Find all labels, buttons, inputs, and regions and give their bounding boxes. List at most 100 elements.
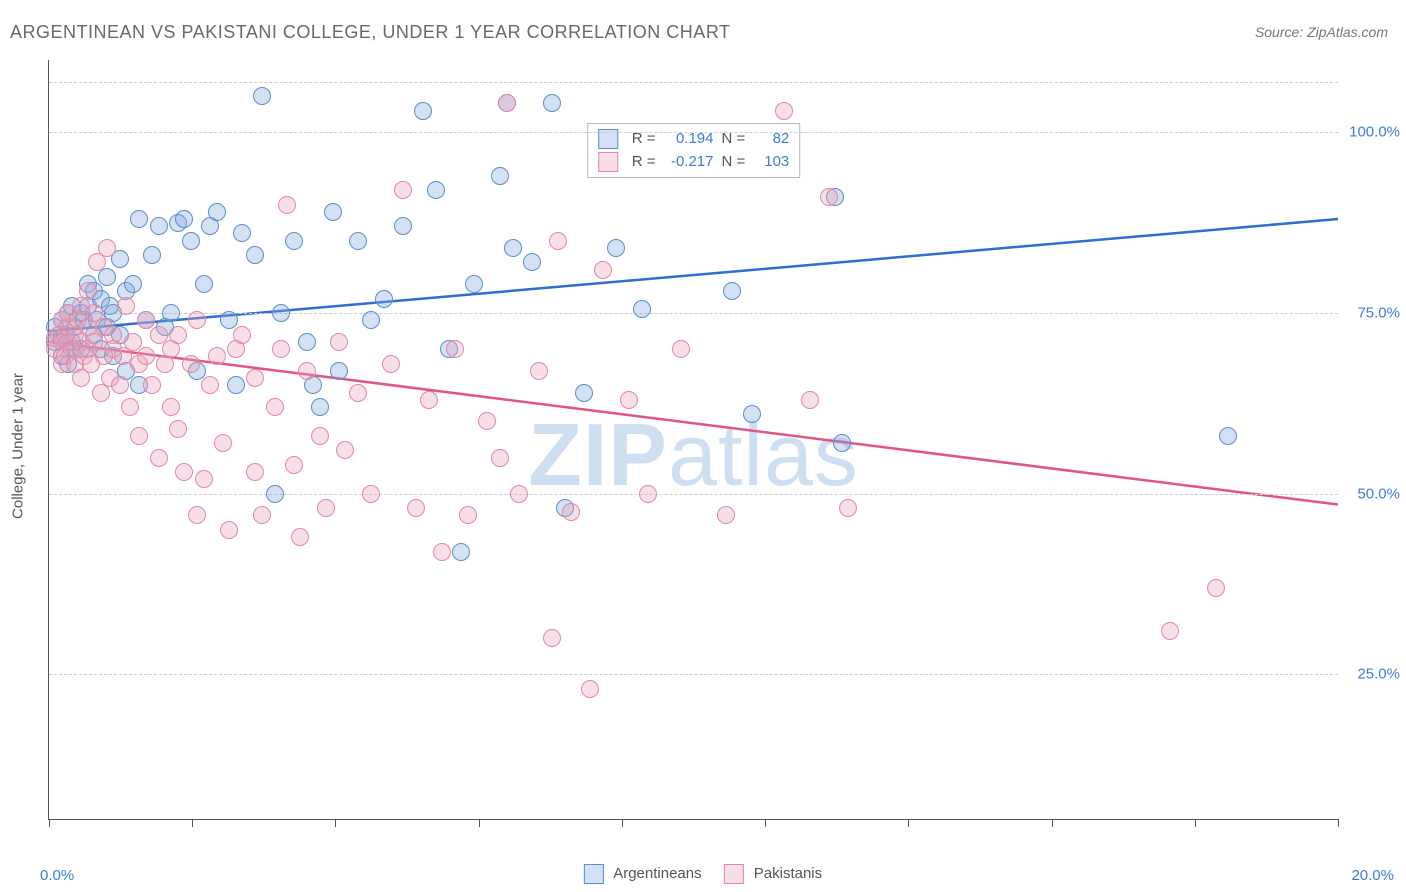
data-point: [233, 326, 251, 344]
data-point: [317, 499, 335, 517]
data-point: [581, 680, 599, 698]
data-point: [491, 167, 509, 185]
data-point: [549, 232, 567, 250]
data-point: [98, 239, 116, 257]
data-point: [775, 102, 793, 120]
data-point: [336, 441, 354, 459]
x-tick: [765, 819, 766, 827]
swatch-series1: [584, 864, 604, 884]
x-tick: [1338, 819, 1339, 827]
chart-title: ARGENTINEAN VS PAKISTANI COLLEGE, UNDER …: [10, 22, 730, 43]
data-point: [208, 347, 226, 365]
data-point: [407, 499, 425, 517]
data-point: [1161, 622, 1179, 640]
data-point: [143, 376, 161, 394]
data-point: [246, 246, 264, 264]
stats-row-series2: R = -0.217 N = 103: [598, 151, 790, 174]
data-point: [285, 456, 303, 474]
data-point: [510, 485, 528, 503]
data-point: [298, 333, 316, 351]
data-point: [150, 326, 168, 344]
data-point: [375, 290, 393, 308]
data-point: [220, 311, 238, 329]
data-point: [175, 210, 193, 228]
x-tick: [49, 819, 50, 827]
data-point: [801, 391, 819, 409]
data-point: [498, 94, 516, 112]
data-point: [175, 463, 193, 481]
gridline: [49, 494, 1338, 495]
data-point: [394, 181, 412, 199]
data-point: [330, 333, 348, 351]
source-attribution: Source: ZipAtlas.com: [1255, 24, 1388, 40]
x-tick: [1052, 819, 1053, 827]
data-point: [162, 304, 180, 322]
data-point: [459, 506, 477, 524]
data-point: [162, 398, 180, 416]
data-point: [491, 449, 509, 467]
swatch-series2: [724, 864, 744, 884]
data-point: [833, 434, 851, 452]
data-point: [433, 543, 451, 561]
legend-item-series2: Pakistanis: [724, 864, 823, 884]
gridline: [49, 82, 1338, 83]
data-point: [124, 333, 142, 351]
data-point: [272, 340, 290, 358]
x-tick: [622, 819, 623, 827]
data-point: [182, 355, 200, 373]
data-point: [1219, 427, 1237, 445]
data-point: [298, 362, 316, 380]
data-point: [169, 326, 187, 344]
data-point: [717, 506, 735, 524]
gridline: [49, 313, 1338, 314]
data-point: [633, 300, 651, 318]
data-point: [266, 485, 284, 503]
data-point: [311, 398, 329, 416]
data-point: [150, 449, 168, 467]
data-point: [143, 246, 161, 264]
data-point: [620, 391, 638, 409]
data-point: [130, 427, 148, 445]
data-point: [324, 203, 342, 221]
data-point: [220, 521, 238, 539]
data-point: [188, 506, 206, 524]
data-point: [575, 384, 593, 402]
data-point: [227, 376, 245, 394]
data-point: [523, 253, 541, 271]
data-point: [743, 405, 761, 423]
data-point: [137, 311, 155, 329]
data-point: [137, 347, 155, 365]
data-point: [394, 217, 412, 235]
data-point: [111, 376, 129, 394]
data-point: [246, 463, 264, 481]
data-point: [504, 239, 522, 257]
data-point: [594, 261, 612, 279]
scatter-plot-area: ZIPatlas R = 0.194 N = 82 R = -0.217 N =…: [48, 60, 1338, 820]
x-axis-min-label: 0.0%: [40, 867, 74, 884]
data-point: [330, 362, 348, 380]
data-point: [723, 282, 741, 300]
data-point: [362, 311, 380, 329]
data-point: [478, 412, 496, 430]
data-point: [427, 181, 445, 199]
data-point: [182, 232, 200, 250]
correlation-stats-box: R = 0.194 N = 82 R = -0.217 N = 103: [587, 123, 801, 178]
data-point: [543, 94, 561, 112]
data-point: [362, 485, 380, 503]
data-point: [607, 239, 625, 257]
data-point: [820, 188, 838, 206]
data-point: [311, 427, 329, 445]
data-point: [465, 275, 483, 293]
data-point: [272, 304, 290, 322]
data-point: [121, 398, 139, 416]
x-tick: [192, 819, 193, 827]
data-point: [349, 384, 367, 402]
data-point: [278, 196, 296, 214]
swatch-series2: [598, 152, 618, 172]
data-point: [1207, 579, 1225, 597]
data-point: [446, 340, 464, 358]
data-point: [246, 369, 264, 387]
trend-line: [49, 342, 1338, 505]
data-point: [130, 210, 148, 228]
data-point: [349, 232, 367, 250]
